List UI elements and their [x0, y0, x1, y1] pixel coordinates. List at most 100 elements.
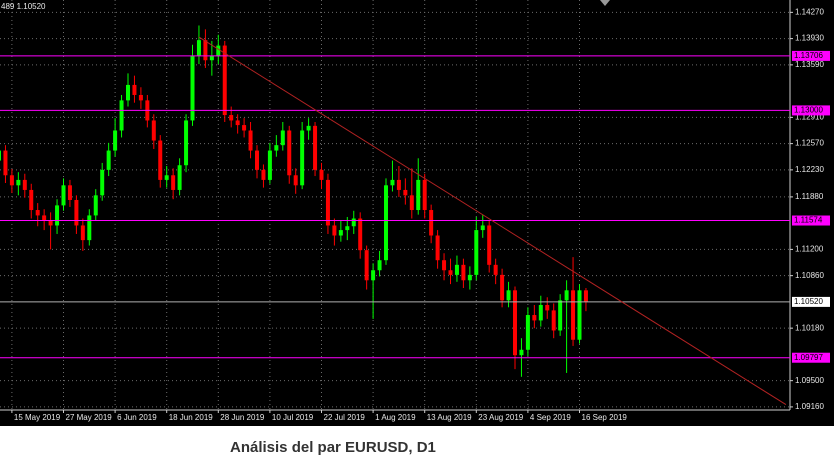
candle-body	[3, 150, 8, 176]
x-tick-label: 15 May 2019	[14, 413, 61, 422]
candle-body	[519, 349, 524, 356]
x-tick-label: 1 Aug 2019	[375, 413, 416, 422]
candle-body	[571, 290, 576, 340]
candle-body	[583, 290, 588, 302]
candle-body	[280, 130, 285, 146]
candle-body	[442, 260, 447, 271]
candle-body	[351, 218, 356, 227]
candle-body	[80, 225, 85, 241]
candle-body	[403, 189, 408, 196]
candle-body	[313, 125, 318, 170]
candle-body	[293, 175, 298, 186]
candle-body	[229, 115, 234, 121]
candle-body	[9, 175, 14, 186]
candle-body	[564, 290, 569, 301]
candle-body	[577, 290, 582, 340]
candle-body	[454, 264, 459, 275]
level-label: 1.11574	[794, 216, 823, 225]
candle-body	[319, 169, 324, 180]
candle-body	[493, 264, 498, 275]
candle-body	[119, 100, 124, 131]
x-tick-label: 23 Aug 2019	[478, 413, 523, 422]
candle-body	[35, 210, 40, 216]
candle-body	[203, 40, 208, 61]
candle-body	[171, 175, 176, 190]
candle-body	[525, 315, 530, 350]
candle-body	[190, 55, 195, 121]
candle-body	[55, 205, 60, 226]
level-tag	[792, 50, 830, 61]
y-tick-label: 1.13930	[795, 34, 824, 43]
y-tick-label: 1.12230	[795, 165, 824, 174]
candle-body	[209, 55, 214, 61]
y-tick-label: 1.10860	[795, 271, 824, 280]
candle-body	[287, 130, 292, 176]
candle-body	[325, 179, 330, 226]
y-tick-label: 1.09500	[795, 376, 824, 385]
candle-body	[48, 220, 53, 226]
candle-body	[138, 94, 143, 101]
y-tick-label: 1.09160	[795, 402, 824, 411]
candle-body	[358, 218, 363, 251]
header-text: 489 1.10520	[1, 2, 46, 11]
candle-body	[222, 45, 227, 116]
candle-body	[474, 230, 479, 275]
x-tick-label: 6 Jun 2019	[117, 413, 157, 422]
candle-body	[0, 150, 1, 161]
candle-body	[164, 175, 169, 180]
candle-body	[113, 130, 118, 151]
y-tick-label: 1.10180	[795, 323, 824, 332]
candle-body	[500, 274, 505, 301]
candle-body	[487, 225, 492, 265]
candle-body	[513, 290, 517, 356]
candle-body	[132, 84, 137, 95]
level-label: 1.09797	[794, 353, 823, 362]
candle-body	[67, 185, 72, 200]
candle-body	[338, 230, 343, 236]
candle-body	[480, 225, 485, 231]
shift-marker	[600, 0, 610, 6]
candle-body	[558, 300, 563, 331]
candle-body	[467, 274, 472, 281]
candle-body	[242, 125, 247, 131]
y-tick-label: 1.12910	[795, 112, 824, 121]
candle-body	[538, 304, 543, 321]
level-tag	[792, 215, 830, 226]
candle-body	[300, 130, 305, 186]
candle-body	[396, 179, 401, 190]
candle-body	[158, 140, 163, 180]
candle-body	[22, 179, 27, 190]
candle-body	[384, 185, 388, 261]
candle-body	[422, 179, 427, 211]
candle-body	[332, 225, 337, 236]
y-tick-label: 1.12570	[795, 139, 824, 148]
candle-body	[100, 169, 105, 196]
x-tick-label: 13 Aug 2019	[427, 413, 472, 422]
candle-body	[261, 169, 266, 180]
x-tick-label: 16 Sep 2019	[582, 413, 628, 422]
candle-body	[545, 304, 550, 311]
candle-body	[274, 145, 279, 151]
candle-body	[126, 84, 130, 101]
y-tick-label: 1.14270	[795, 7, 824, 16]
candle-body	[184, 120, 189, 166]
candle-body	[235, 120, 240, 126]
trend-line	[198, 36, 787, 406]
candle-body	[16, 179, 21, 186]
x-tick-label: 10 Jul 2019	[272, 413, 314, 422]
candle-body	[255, 150, 259, 170]
candle-body	[177, 165, 182, 190]
candle-body	[216, 45, 221, 56]
chart-background	[0, 0, 834, 426]
candle-body	[448, 270, 453, 275]
candle-body	[371, 270, 376, 281]
level-label: 1.13706	[794, 51, 823, 60]
candle-body	[409, 195, 414, 211]
candle-body	[435, 235, 440, 261]
caption: Análisis del par EURUSD, D1	[230, 439, 436, 456]
candle-body	[429, 210, 434, 236]
y-tick-label: 1.13590	[795, 60, 824, 69]
candle-body	[345, 226, 350, 231]
candle-body	[151, 120, 156, 141]
